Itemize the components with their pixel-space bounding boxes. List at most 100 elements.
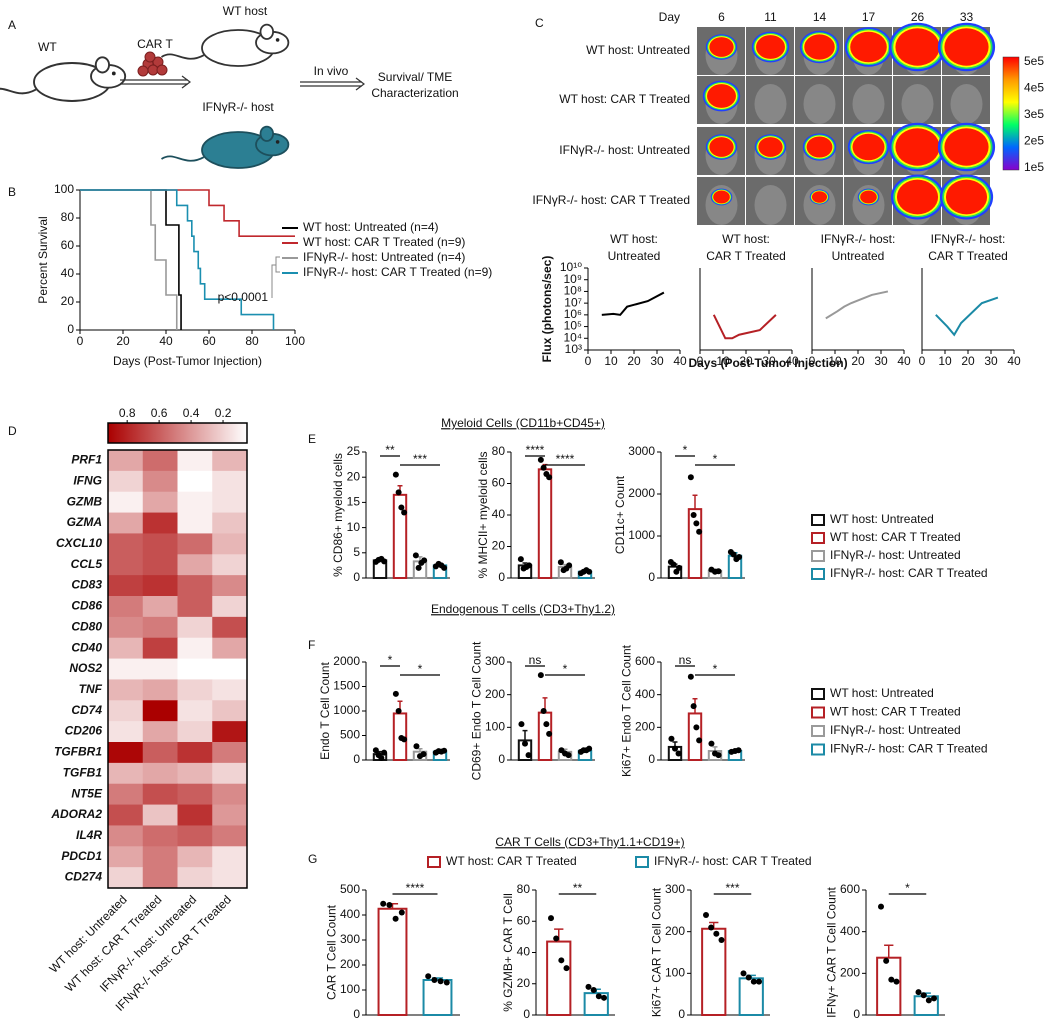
bli-signal	[709, 137, 734, 157]
bli-mouse	[950, 84, 983, 124]
x-tick-label: 0	[919, 354, 926, 368]
heat-cell	[142, 825, 178, 847]
error-bar	[884, 944, 894, 958]
data-point	[525, 752, 532, 759]
heat-cell	[177, 470, 213, 493]
data-point	[431, 977, 438, 983]
significance-label: ***	[725, 881, 739, 895]
y-tick-label: 200	[340, 957, 360, 971]
row-label: CD86	[71, 599, 102, 613]
heat-cell	[142, 575, 178, 597]
legend-label: IFNγR-/- host: CAR T Treated	[830, 566, 988, 580]
y-tick-label: 0	[678, 1007, 685, 1021]
y-tick-label: 100	[665, 966, 685, 980]
y-tick-label: 10¹⁰	[560, 260, 582, 274]
chart-title: WT host:	[610, 232, 658, 246]
heat-cell	[177, 804, 213, 826]
data-point	[437, 978, 444, 985]
bli-signal	[895, 28, 940, 66]
x-tick-label: 20	[739, 354, 753, 368]
x-tick-label: 10	[604, 354, 618, 368]
heat-cell	[212, 658, 248, 680]
significance-label: ***	[413, 452, 427, 466]
y-tick-label: 100	[485, 720, 505, 734]
y-tick-label: 200	[840, 966, 860, 980]
data-point	[441, 747, 448, 754]
day-number: 6	[718, 10, 725, 24]
y-axis-label: % MHCII+ myeloid cells	[476, 451, 490, 578]
heat-cell	[212, 512, 248, 534]
heat-cell	[142, 491, 178, 514]
data-point	[693, 520, 700, 527]
y-tick-label: 0	[648, 752, 655, 766]
row-label: PDCD1	[61, 849, 102, 863]
diagram-label: Survival/ TME	[378, 70, 452, 84]
y-tick-label: 600	[840, 882, 860, 896]
y-tick-label: 10³	[565, 342, 582, 356]
data-point	[687, 474, 694, 481]
y-tick-label: 0	[353, 570, 360, 584]
data-point	[566, 562, 573, 569]
legend-swatch	[811, 514, 825, 526]
data-point	[401, 736, 408, 743]
bli-signal	[850, 31, 887, 63]
row-label: TGFB1	[63, 765, 103, 779]
x-tick-label: 40	[673, 354, 687, 368]
heat-cell	[108, 533, 144, 555]
bar	[546, 940, 572, 1016]
car-t-cell	[144, 51, 156, 63]
row-label: CD83	[71, 578, 102, 592]
heat-cell	[142, 679, 178, 701]
heat-cell	[142, 596, 178, 618]
data-point	[590, 987, 597, 993]
y-tick-label: 0	[853, 1007, 860, 1021]
image-row-label: IFNγR-/- host: Untreated	[559, 143, 690, 157]
heat-cell	[212, 596, 248, 618]
data-point	[740, 970, 747, 977]
x-tick-label: 20	[627, 354, 641, 368]
data-point	[443, 979, 450, 986]
heat-cell	[177, 867, 213, 889]
x-tick-label: 20	[961, 354, 975, 368]
y-tick-label: 500	[340, 728, 360, 742]
data-line	[712, 314, 777, 340]
heat-cell	[212, 491, 248, 514]
data-point	[690, 703, 697, 710]
y-tick-label: 0	[498, 752, 505, 766]
bli-signal	[707, 84, 736, 108]
day-number: 17	[862, 10, 876, 24]
legend-label: IFNγR-/- host: CAR T Treated (n=9)	[303, 265, 492, 279]
legend-label: IFNγR-/- host: CAR T Treated	[830, 742, 988, 756]
mouse-tail	[0, 87, 37, 95]
bli-signal	[756, 35, 785, 59]
data-point	[413, 743, 420, 750]
bli-mouse	[803, 84, 836, 124]
significance-label: *	[418, 662, 423, 676]
row-label: TNF	[79, 682, 103, 696]
heat-cell	[212, 846, 248, 868]
x-tick-label: 100	[285, 334, 305, 348]
data-point	[540, 464, 547, 471]
significance-label: *	[713, 452, 718, 466]
heat-cell	[142, 867, 178, 889]
data-point	[756, 978, 762, 985]
data-point	[713, 930, 720, 937]
data-point	[412, 552, 419, 559]
data-line	[80, 189, 275, 330]
significance-label: **	[385, 443, 395, 457]
heat-cell	[212, 700, 248, 722]
mouse-icon	[161, 125, 290, 169]
y-tick-label: 100	[54, 182, 74, 196]
data-point	[696, 528, 703, 535]
y-tick-label: 20	[492, 539, 506, 553]
x-tick-label: 80	[245, 334, 259, 348]
chart-title: IFNγR-/- host:	[931, 232, 1006, 246]
lum-colorbar	[1002, 56, 1020, 171]
row-label: TGFBR1	[54, 745, 102, 759]
row-label: NOS2	[69, 661, 102, 675]
y-tick-label: 300	[485, 654, 505, 668]
data-point	[392, 690, 399, 697]
y-axis-label: CAR T Cell Count	[325, 904, 339, 1000]
y-tick-label: 80	[61, 210, 75, 224]
